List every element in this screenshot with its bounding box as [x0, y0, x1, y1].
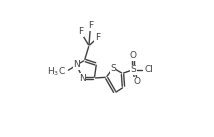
Text: F: F	[78, 27, 83, 36]
Text: $\mathregular{H_3C}$: $\mathregular{H_3C}$	[47, 66, 66, 78]
Text: F: F	[95, 34, 100, 42]
Text: N: N	[73, 60, 80, 69]
Text: F: F	[88, 21, 93, 30]
Text: Cl: Cl	[145, 65, 154, 74]
Text: O: O	[130, 51, 137, 60]
Text: S: S	[131, 65, 136, 74]
Text: O: O	[133, 77, 140, 86]
Text: N: N	[79, 74, 86, 82]
Text: S: S	[110, 64, 116, 72]
